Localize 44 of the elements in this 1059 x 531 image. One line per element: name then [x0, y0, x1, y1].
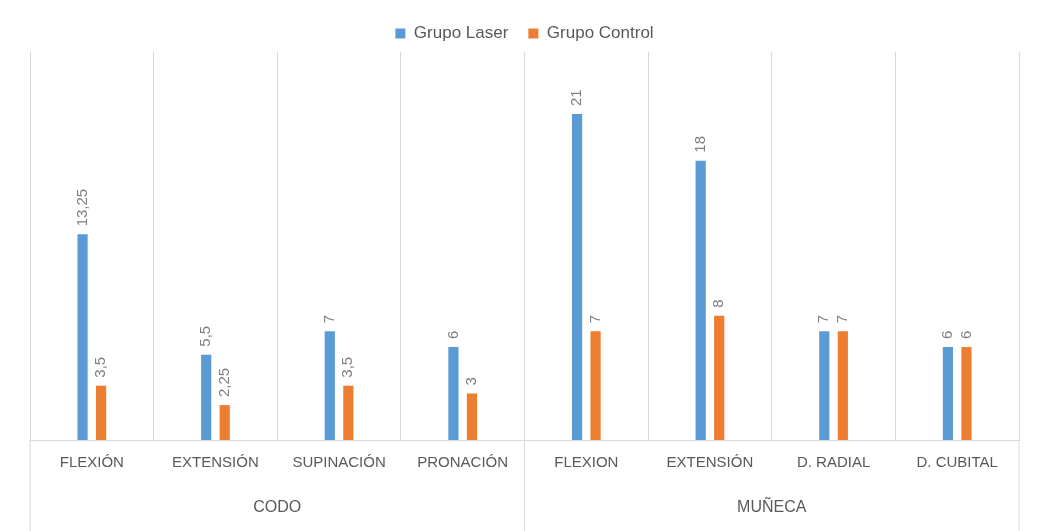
x-tick-label: PRONACIÓN: [417, 453, 509, 471]
data-label: 8: [709, 299, 727, 308]
x-tick-label: D. CUBITAL: [916, 453, 998, 471]
data-label: 7: [319, 315, 337, 324]
x-tick-label: EXTENSIÓN: [172, 453, 259, 471]
data-label: 21: [567, 89, 585, 107]
data-label: 7: [832, 315, 850, 324]
data-label: 6: [938, 330, 956, 339]
data-label: 6: [956, 330, 974, 339]
bar: [961, 346, 972, 440]
bar: [95, 385, 107, 440]
bar: [695, 160, 706, 440]
bar: [448, 346, 459, 440]
bar: [343, 385, 354, 440]
bar: [77, 234, 88, 440]
data-label: 5,5: [196, 325, 214, 347]
data-label: 6: [443, 330, 461, 339]
data-label: 7: [814, 315, 832, 324]
data-label: 3: [462, 377, 480, 386]
x-tick-label: FLEXIÓN: [59, 453, 124, 471]
bar: [219, 405, 230, 440]
x-tick-label: FLEXION: [554, 453, 619, 471]
legend-label: Grupo Control: [546, 23, 654, 43]
bar: [466, 393, 478, 440]
bar: [714, 315, 725, 440]
text: MUÑECA: [737, 496, 807, 516]
bar: [590, 331, 601, 440]
data-label: 2,25: [214, 367, 232, 398]
bar: [324, 331, 335, 440]
bar: [571, 114, 583, 440]
legend-label: Grupo Laser: [413, 23, 509, 43]
x-tick-label: EXTENSIÓN: [666, 453, 754, 471]
bar: [201, 354, 212, 440]
data-label: 7: [585, 315, 603, 324]
bar: [819, 331, 830, 440]
bar: [837, 331, 848, 440]
data-label: 3,5: [91, 356, 109, 378]
bar: [942, 346, 954, 440]
data-label: 18: [690, 135, 708, 153]
data-label: 3,5: [338, 356, 356, 378]
x-tick-label: SUPINACIÓN: [292, 453, 386, 471]
x-tick-label: D. RADIAL: [796, 453, 871, 471]
data-label: 13,25: [72, 188, 90, 227]
text: CODO: [253, 498, 302, 516]
